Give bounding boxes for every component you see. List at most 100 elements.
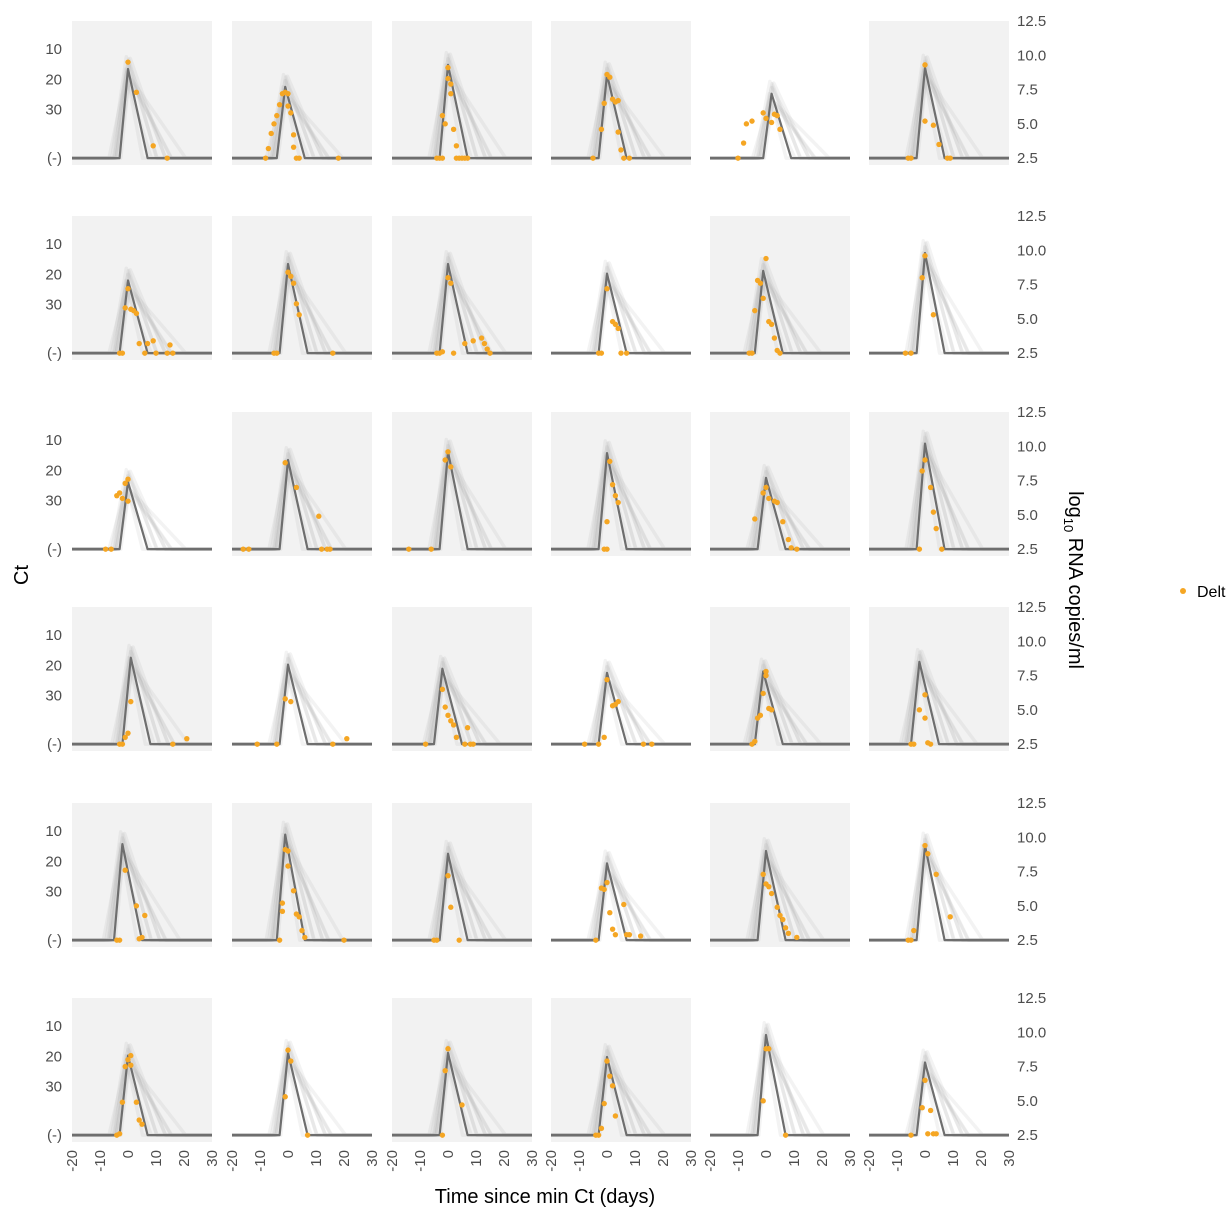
trajectory-cloud xyxy=(869,647,1009,746)
data-point xyxy=(439,1132,446,1138)
data-point xyxy=(274,741,280,747)
data-point xyxy=(916,707,923,713)
data-point xyxy=(947,914,953,920)
median-trajectory xyxy=(710,92,850,160)
median-trajectory xyxy=(72,1054,212,1137)
data-point xyxy=(743,121,750,127)
facet-panel xyxy=(232,216,372,360)
y-tick-label-left: 10 xyxy=(45,236,62,253)
data-point xyxy=(615,97,621,104)
data-point xyxy=(609,1083,616,1089)
median-trajectory xyxy=(869,66,1009,160)
x-tick-label: 0 xyxy=(120,1150,137,1158)
data-point xyxy=(637,933,644,939)
median-trajectory xyxy=(869,442,1009,551)
trajectory-cloud xyxy=(710,79,850,160)
data-point xyxy=(590,155,596,161)
data-point xyxy=(604,676,610,683)
data-point xyxy=(766,495,772,502)
data-point xyxy=(774,904,780,910)
facet-panel xyxy=(710,607,850,751)
y-tick-label-left: 30 xyxy=(45,296,62,313)
data-point xyxy=(930,312,937,318)
trajectory-cloud xyxy=(551,849,691,942)
data-point xyxy=(930,509,937,515)
trajectory-cloud xyxy=(392,654,532,746)
data-point xyxy=(615,698,621,705)
trajectory-cloud xyxy=(551,439,691,551)
data-point xyxy=(448,464,454,470)
data-point xyxy=(593,937,599,943)
data-point xyxy=(299,927,305,934)
median-trajectory xyxy=(551,862,691,942)
panel-background xyxy=(869,412,1009,556)
panel-background xyxy=(72,216,212,360)
sample-trajectory xyxy=(710,1023,850,1137)
data-point xyxy=(274,350,280,356)
x-tick-label: 0 xyxy=(758,1150,775,1158)
panel-background xyxy=(710,607,850,751)
y-tick-label-right: 12.5 xyxy=(1017,13,1046,30)
median-trajectory xyxy=(392,63,532,160)
median-trajectory xyxy=(72,480,212,551)
y-tick-label-left: 10 xyxy=(45,627,62,644)
data-point xyxy=(445,64,451,71)
y-tick-label-right: 5.0 xyxy=(1017,702,1038,719)
data-point xyxy=(282,696,288,702)
y-tick-label-right: 5.0 xyxy=(1017,1093,1038,1110)
legend-label-delta: Delta xyxy=(1197,584,1226,601)
data-point xyxy=(453,734,460,740)
data-point xyxy=(760,490,766,496)
y-axis-title-right: log10 RNA copies/ml xyxy=(1061,491,1086,669)
data-point xyxy=(794,934,800,941)
y-tick-label-left: 20 xyxy=(45,1048,62,1065)
data-point xyxy=(604,285,610,292)
trajectory-cloud xyxy=(710,1021,850,1137)
data-point xyxy=(927,1107,934,1114)
facet-panel xyxy=(72,998,212,1142)
data-point xyxy=(607,910,613,916)
trajectory-cloud xyxy=(869,239,1009,355)
data-point xyxy=(122,867,128,873)
data-point xyxy=(615,129,621,135)
sample-trajectory xyxy=(869,241,1009,355)
facet-panel xyxy=(72,803,212,947)
data-point xyxy=(464,155,471,161)
panel-background xyxy=(392,803,532,947)
sample-trajectory xyxy=(72,480,212,551)
data-point xyxy=(749,350,755,356)
left-y-ticks: 10 20 30 (-) 10 20 30 (-) 10 20 30 (-) 10 20 30 (-) 10 20… xyxy=(45,41,62,1144)
x-tick-label: 30 xyxy=(683,1150,700,1167)
trajectory-cloud xyxy=(551,259,691,355)
data-point xyxy=(604,879,610,886)
data-point xyxy=(612,931,619,938)
data-point xyxy=(164,155,170,161)
sample-trajectory xyxy=(232,1041,372,1137)
y-tick-label-right: 2.5 xyxy=(1017,736,1038,753)
data-point xyxy=(919,468,925,474)
data-point xyxy=(581,741,588,747)
x-tick-label: 10 xyxy=(945,1150,962,1167)
y-tick-label-left: (-) xyxy=(47,736,62,753)
data-point xyxy=(153,350,159,356)
facet-panel xyxy=(232,21,372,165)
data-point xyxy=(760,110,766,116)
median-trajectory xyxy=(232,262,372,355)
data-point xyxy=(609,926,616,932)
data-point xyxy=(122,734,128,740)
y-tick-label-left: (-) xyxy=(47,150,62,167)
x-tick-label: 0 xyxy=(599,1150,616,1158)
data-point xyxy=(788,545,794,551)
panel-background xyxy=(392,998,532,1142)
data-point xyxy=(341,937,347,943)
data-point xyxy=(763,255,769,262)
data-point xyxy=(763,115,769,122)
data-point xyxy=(487,350,493,356)
panel-background xyxy=(232,216,372,360)
data-point xyxy=(122,480,128,487)
data-point xyxy=(450,722,457,728)
y-tick-label-right: 5.0 xyxy=(1017,898,1038,915)
data-point xyxy=(649,741,655,747)
y-tick-label-right: 5.0 xyxy=(1017,311,1038,328)
data-point xyxy=(777,350,783,356)
